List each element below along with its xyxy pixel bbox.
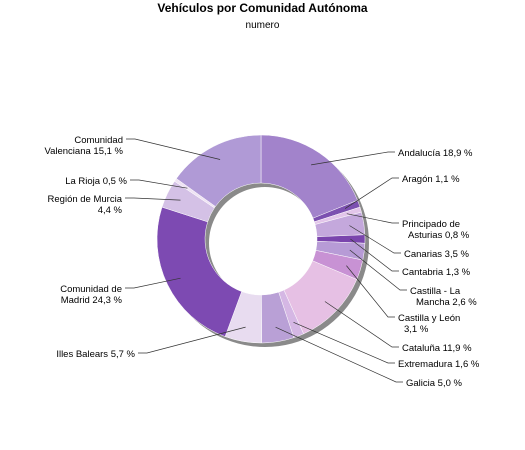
slice-comunidad-de-madrid — [156, 206, 242, 337]
chart-title: Vehículos por Comunidad Autónoma — [157, 1, 368, 15]
leader-lines-group — [125, 138, 407, 383]
slice-label: La Rioja 0,5 % — [65, 176, 127, 187]
leader-line — [349, 225, 401, 254]
slice-label: Cantabria 1,3 % — [402, 267, 471, 278]
leader-line — [346, 265, 395, 318]
leader-line — [275, 326, 403, 383]
slice-label: Principado de Asturias 0,8 % — [402, 219, 470, 241]
leader-line — [344, 177, 399, 209]
slice-label: Comunidad de Madrid 24,3 % — [60, 284, 122, 306]
slice-label: Cataluña 11,9 % — [402, 343, 472, 354]
slice-comunidad-valenciana — [176, 134, 262, 207]
slice-label: Galicia 5,0 % — [406, 378, 463, 389]
leader-line — [125, 197, 181, 201]
chart-subtitle: numero — [245, 20, 280, 31]
leader-line — [349, 249, 407, 291]
slice-label: Andalucía 18,9 % — [398, 148, 473, 159]
slice-label: Castilla - La Mancha 2,6 % — [410, 286, 477, 308]
leader-line — [350, 238, 399, 272]
slices-group — [156, 134, 366, 344]
slice-label: Canarias 3,5 % — [404, 249, 470, 260]
leader-line — [324, 301, 399, 348]
slice-label: Illes Balears 5,7 % — [56, 349, 135, 360]
leader-line — [346, 213, 399, 224]
leader-line — [311, 151, 395, 166]
leader-line — [138, 326, 246, 354]
slice-label: Aragón 1,1 % — [402, 174, 460, 185]
leader-line — [130, 179, 188, 189]
slice-label: Castilla y León 3,1 % — [398, 313, 460, 335]
leader-line — [126, 138, 221, 160]
slice-label: Extremadura 1,6 % — [398, 359, 480, 370]
slice-label: Región de Murcia 4,4 % — [48, 194, 123, 216]
slice-andaluc-a — [260, 134, 358, 219]
leader-line — [125, 277, 181, 289]
leader-line — [293, 321, 395, 364]
slice-labels-group: Andalucía 18,9 % Aragón 1,1 % Principado d… — [44, 135, 479, 389]
slice-label: Comunidad Valenciana 15,1 % — [44, 135, 123, 157]
